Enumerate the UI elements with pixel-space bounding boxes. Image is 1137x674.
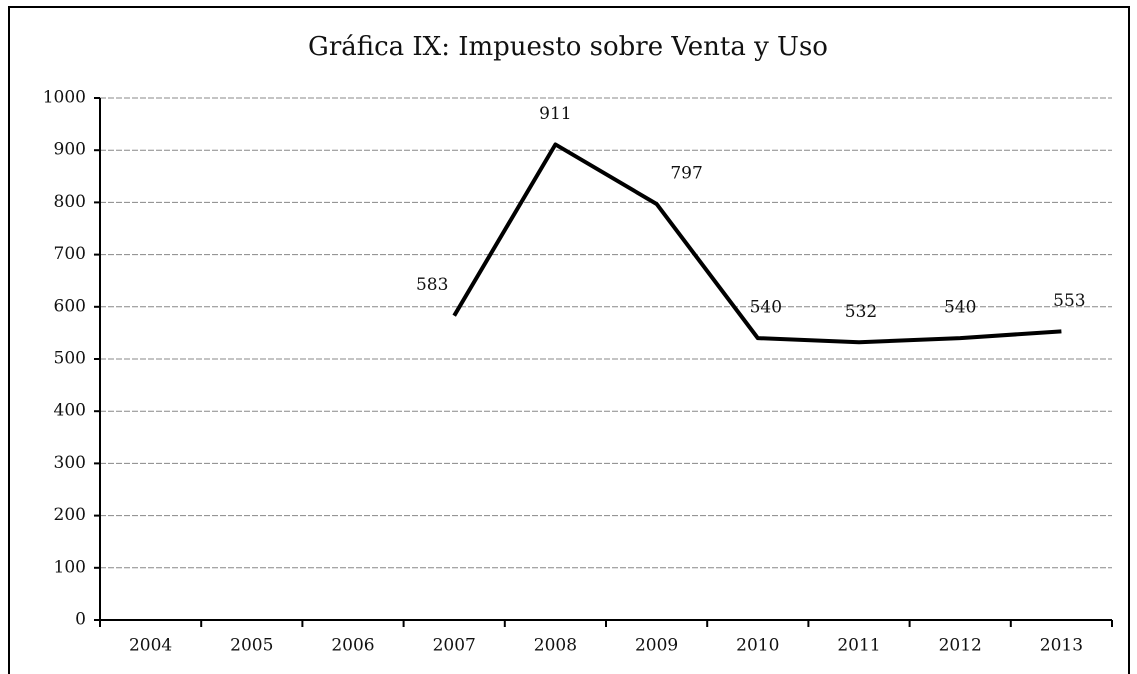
data-label: 583	[416, 275, 448, 295]
y-tick-label: 200	[54, 505, 86, 525]
x-tick-label: 2006	[331, 636, 374, 656]
y-tick-label: 100	[54, 557, 86, 577]
data-label: 911	[539, 104, 571, 124]
y-tick-label: 0	[75, 610, 86, 630]
chart-border	[8, 6, 1130, 674]
x-tick-label: 2008	[534, 636, 577, 656]
line	[452, 142, 1062, 345]
y-tick-label: 500	[54, 349, 86, 369]
chart-title: Gráfica IX: Impuesto sobre Venta y Uso	[308, 32, 828, 62]
y-tick-label: 700	[54, 244, 86, 264]
data-label: 797	[670, 163, 702, 183]
data-label: 532	[845, 302, 877, 322]
x-tick-label: 2005	[230, 636, 273, 656]
data-label: 553	[1053, 291, 1085, 311]
y-tick-label: 300	[54, 453, 86, 473]
x-tick-label: 2010	[736, 636, 779, 656]
x-tick-label: 2007	[433, 636, 476, 656]
x-tick-label: 2013	[1040, 636, 1083, 656]
y-tick-label: 400	[54, 401, 86, 421]
y-tick-label: 600	[54, 296, 86, 316]
y-tick-label: 800	[54, 192, 86, 212]
x-tick-label: 2004	[129, 636, 172, 656]
x-tick-label: 2009	[635, 636, 678, 656]
data-label: 540	[750, 298, 782, 318]
x-tick-label: 2011	[837, 636, 880, 656]
y-tick-label: 900	[54, 140, 86, 160]
data-label: 540	[944, 298, 976, 318]
y-tick-label: 1000	[43, 88, 86, 108]
x-tick-label: 2012	[939, 636, 982, 656]
